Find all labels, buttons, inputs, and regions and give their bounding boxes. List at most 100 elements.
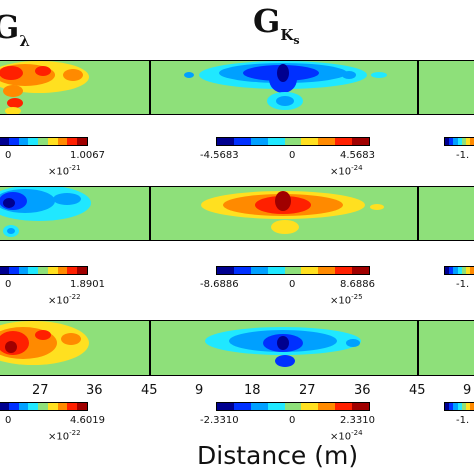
panel-left-row3 [0,320,150,376]
x-tick: 18 [244,383,261,398]
colorbar-swatch [466,138,471,145]
colorbar-swatch [457,267,462,274]
colorbar-swatch [233,138,251,145]
colorbar-swatch [47,138,58,145]
colorbar-swatch [8,403,19,410]
colorbar-right-row3 [444,402,474,411]
x-tick: 36 [354,383,371,398]
panel-left-row2 [0,186,150,241]
colorbar-left-row1 [0,137,88,146]
cbar-tick: -1. [456,279,470,290]
colorbar-swatch [28,267,39,274]
cbar-tick: 1.0067 [70,150,105,161]
colorbar-right-row2 [444,266,474,275]
cbar-tick: 0 [5,150,12,161]
colorbar-swatch [445,138,450,145]
colorbar-middle-row3 [216,402,370,411]
x-tick: 27 [32,383,49,398]
panel-middle-row2 [150,186,418,241]
colorbar-swatch [470,138,474,145]
heatmap-middle-row2 [201,191,384,234]
panel-middle-row1 [150,60,418,115]
colorbar-swatch [38,403,48,410]
colorbar-swatch [461,138,467,145]
colorbar-swatch [301,267,319,274]
left-column-title: Gλ [0,8,30,50]
colorbar-swatch [77,267,88,274]
panel-right-row3 [418,320,474,376]
colorbar-swatch [318,267,336,274]
colorbar-swatch [453,138,458,145]
cbar-tick: 4.6019 [70,415,105,426]
cbar-tick: 2.3310 [340,415,375,426]
colorbar-swatch [217,403,234,410]
colorbar-swatch [217,267,234,274]
colorbar-swatch [38,138,48,145]
colorbar-left-row3 [0,402,88,411]
colorbar-swatch [38,267,48,274]
heatmap-middle-row3 [205,327,361,367]
colorbar-swatch [318,138,336,145]
colorbar-swatch [47,267,58,274]
colorbar-swatch [445,403,450,410]
x-axis-label: Distance (m) [197,441,359,470]
x-tick: 9 [195,383,204,398]
colorbar-swatch [461,403,467,410]
colorbar-swatch [67,267,78,274]
colorbar-swatch [233,267,251,274]
panel-left-row1 [0,60,150,115]
colorbar-swatch [250,138,268,145]
colorbar-swatch [470,267,474,274]
cbar-tick: 4.5683 [340,150,375,161]
colorbar-swatch [449,138,454,145]
colorbar-swatch [284,138,302,145]
colorbar-swatch [466,267,471,274]
colorbar-swatch [352,267,370,274]
colorbar-left-row2 [0,266,88,275]
colorbar-swatch [457,403,462,410]
colorbar-swatch [57,138,68,145]
colorbar-swatch [217,138,234,145]
colorbar-swatch [18,138,29,145]
colorbar-swatch [18,267,29,274]
cbar-exponent: ×10-22 [48,293,81,307]
cbar-tick: -4.5683 [200,150,239,161]
colorbar-swatch [57,267,68,274]
cbar-tick: 0 [5,415,12,426]
cbar-tick: 0 [289,150,296,161]
colorbar-right-row1 [444,137,474,146]
colorbar-swatch [28,138,39,145]
colorbar-swatch [453,267,458,274]
cbar-tick: 0 [289,279,296,290]
colorbar-middle-row1 [216,137,370,146]
colorbar-swatch [0,267,9,274]
cbar-tick: -1. [456,150,470,161]
colorbar-swatch [67,403,78,410]
panel-middle-row3 [150,320,418,376]
colorbar-swatch [57,403,68,410]
colorbar-swatch [267,403,285,410]
colorbar-swatch [457,138,462,145]
colorbar-swatch [0,138,9,145]
colorbar-swatch [352,138,370,145]
colorbar-swatch [461,267,467,274]
x-tick: 27 [299,383,316,398]
x-tick: 45 [409,383,426,398]
colorbar-swatch [28,403,39,410]
colorbar-swatch [77,138,88,145]
heatmap-left-row1 [0,61,89,114]
colorbar-swatch [18,403,29,410]
colorbar-swatch [8,267,19,274]
cbar-tick: -1. [456,415,470,426]
colorbar-swatch [301,138,319,145]
cbar-exponent: ×10-24 [330,164,363,178]
colorbar-swatch [233,403,251,410]
cbar-exponent: ×10-25 [330,293,363,307]
colorbar-swatch [335,267,353,274]
colorbar-swatch [284,267,302,274]
heatmap-left-row2 [0,187,91,237]
panel-right-row2 [418,186,474,241]
colorbar-swatch [466,403,471,410]
colorbar-swatch [335,138,353,145]
panel-right-row1 [418,60,474,115]
